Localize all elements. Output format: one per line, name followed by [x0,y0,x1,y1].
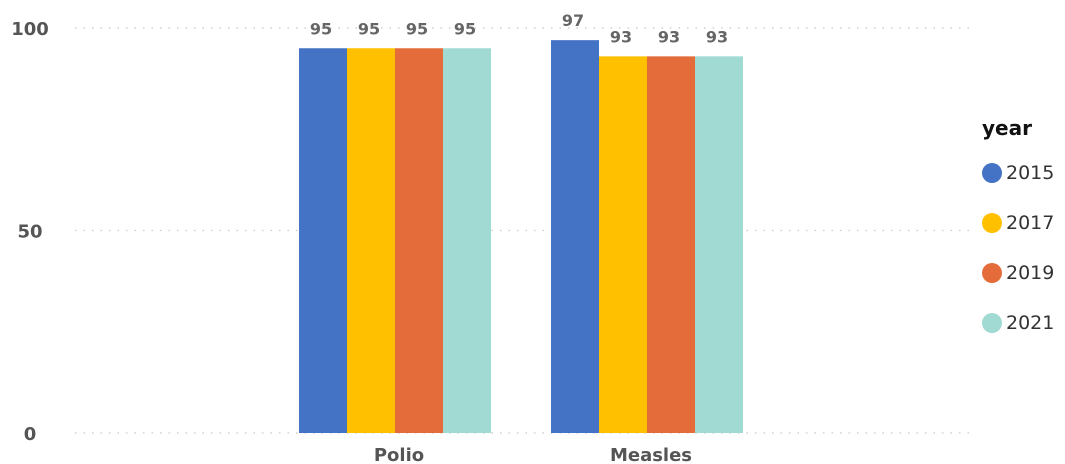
legend-dot-icon [982,213,1002,233]
bar-measles-2019 [647,56,695,433]
legend-item-2017[interactable]: 2017 [982,198,1054,248]
data-label: 97 [562,11,584,30]
data-label: 95 [454,19,476,38]
bar-measles-2017 [599,56,647,433]
legend-items: 2015 2017 2019 2021 [982,148,1054,348]
legend-label: 2021 [1006,312,1055,334]
bars [299,40,743,434]
bar-polio-2017 [347,48,395,433]
legend-label: 2017 [1006,212,1055,234]
data-label: 95 [310,19,332,38]
data-label: 93 [658,27,680,46]
legend-label: 2015 [1006,162,1055,184]
y-tick-label: 100 [11,19,49,40]
legend-dot-icon [982,263,1002,283]
legend-label: 2019 [1006,262,1055,284]
legend-item-2019[interactable]: 2019 [982,248,1054,298]
bar-polio-2019 [395,48,443,433]
data-label: 95 [406,19,428,38]
category-label: Polio [374,445,424,464]
data-label: 93 [706,27,728,46]
x-axis-categories: Polio Measles [374,445,692,464]
legend-item-2015[interactable]: 2015 [982,148,1054,198]
legend-dot-icon [982,163,1002,183]
y-tick-label: 0 [24,424,37,445]
data-labels: 95 95 95 95 97 93 93 93 [310,11,728,46]
category-label: Measles [610,445,692,464]
y-tick-label: 50 [17,222,42,243]
y-axis-ticks: 0 50 100 [11,19,49,445]
data-label: 93 [610,27,632,46]
bar-polio-2015 [299,48,347,433]
legend: year 2015 2017 2019 2021 [982,116,1054,348]
bar-polio-2021 [443,48,491,433]
legend-item-2021[interactable]: 2021 [982,298,1054,348]
bar-measles-2015 [551,40,599,434]
data-label: 95 [358,19,380,38]
bar-measles-2021 [695,56,743,433]
gridlines [75,27,975,434]
legend-dot-icon [982,313,1002,333]
legend-title: year [982,116,1032,140]
